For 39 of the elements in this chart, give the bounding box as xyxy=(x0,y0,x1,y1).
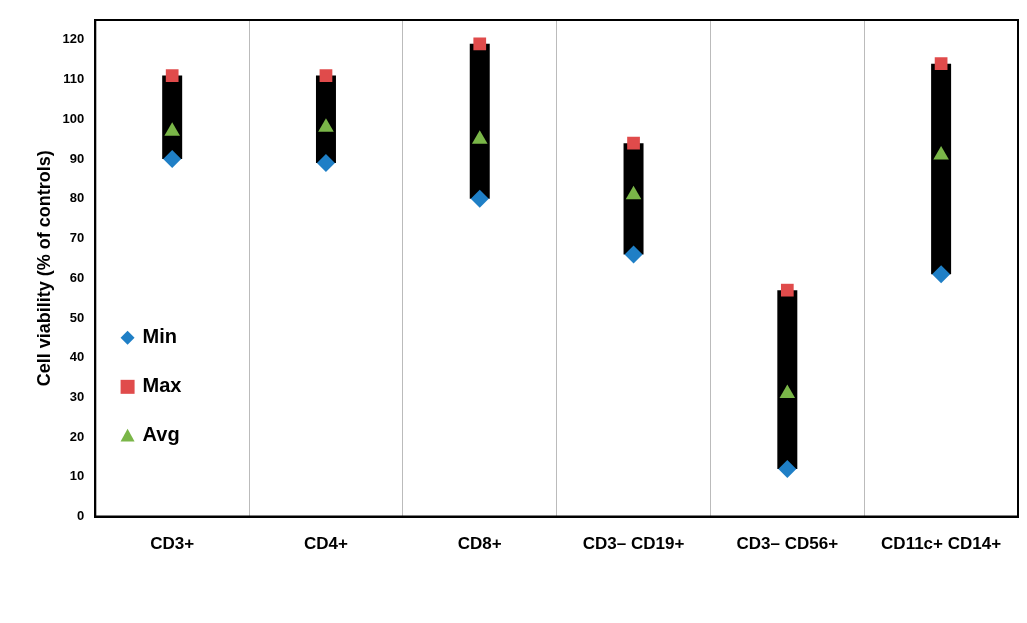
bar xyxy=(931,63,952,275)
x-tick-label: CD11c+ CD14+ xyxy=(881,534,1002,554)
point xyxy=(470,189,489,208)
point xyxy=(316,154,335,173)
y-tick-label: 100 xyxy=(62,110,85,126)
legend-label: Max xyxy=(142,374,182,397)
x-tick-label: CD8+ xyxy=(457,534,502,554)
y-tick-label: 20 xyxy=(69,428,85,444)
point xyxy=(932,265,951,284)
point xyxy=(624,245,643,264)
legend-label: Avg xyxy=(142,423,180,446)
y-tick-label: 60 xyxy=(69,269,85,285)
point xyxy=(780,283,794,297)
y-tick-label: 0 xyxy=(77,508,85,524)
bar xyxy=(777,290,798,469)
y-tick-label: 40 xyxy=(69,349,85,365)
x-tick-label: CD3– CD56+ xyxy=(736,534,839,554)
x-tick-label: CD4+ xyxy=(304,534,349,554)
y-tick-label: 10 xyxy=(69,468,85,484)
point xyxy=(934,57,948,71)
point xyxy=(933,146,949,160)
point xyxy=(165,69,179,82)
y-tick-label: 50 xyxy=(69,309,85,325)
point xyxy=(627,136,640,150)
bar xyxy=(469,43,490,199)
point xyxy=(163,150,182,169)
point xyxy=(778,459,797,478)
y-tick-label: 30 xyxy=(69,388,85,404)
y-axis-title: Cell viability (% of controls) xyxy=(33,150,54,387)
y-tick-label: 80 xyxy=(69,190,85,206)
legend-label: Min xyxy=(142,325,178,348)
x-tick-label: CD3– CD19+ xyxy=(582,534,685,554)
point xyxy=(319,69,333,82)
y-tick-label: 70 xyxy=(69,230,85,246)
y-tick-label: 90 xyxy=(69,150,85,166)
y-tick-label: 120 xyxy=(62,31,85,47)
point xyxy=(473,37,487,51)
x-tick-label: CD3+ xyxy=(150,534,195,554)
y-tick-label: 110 xyxy=(63,71,85,87)
